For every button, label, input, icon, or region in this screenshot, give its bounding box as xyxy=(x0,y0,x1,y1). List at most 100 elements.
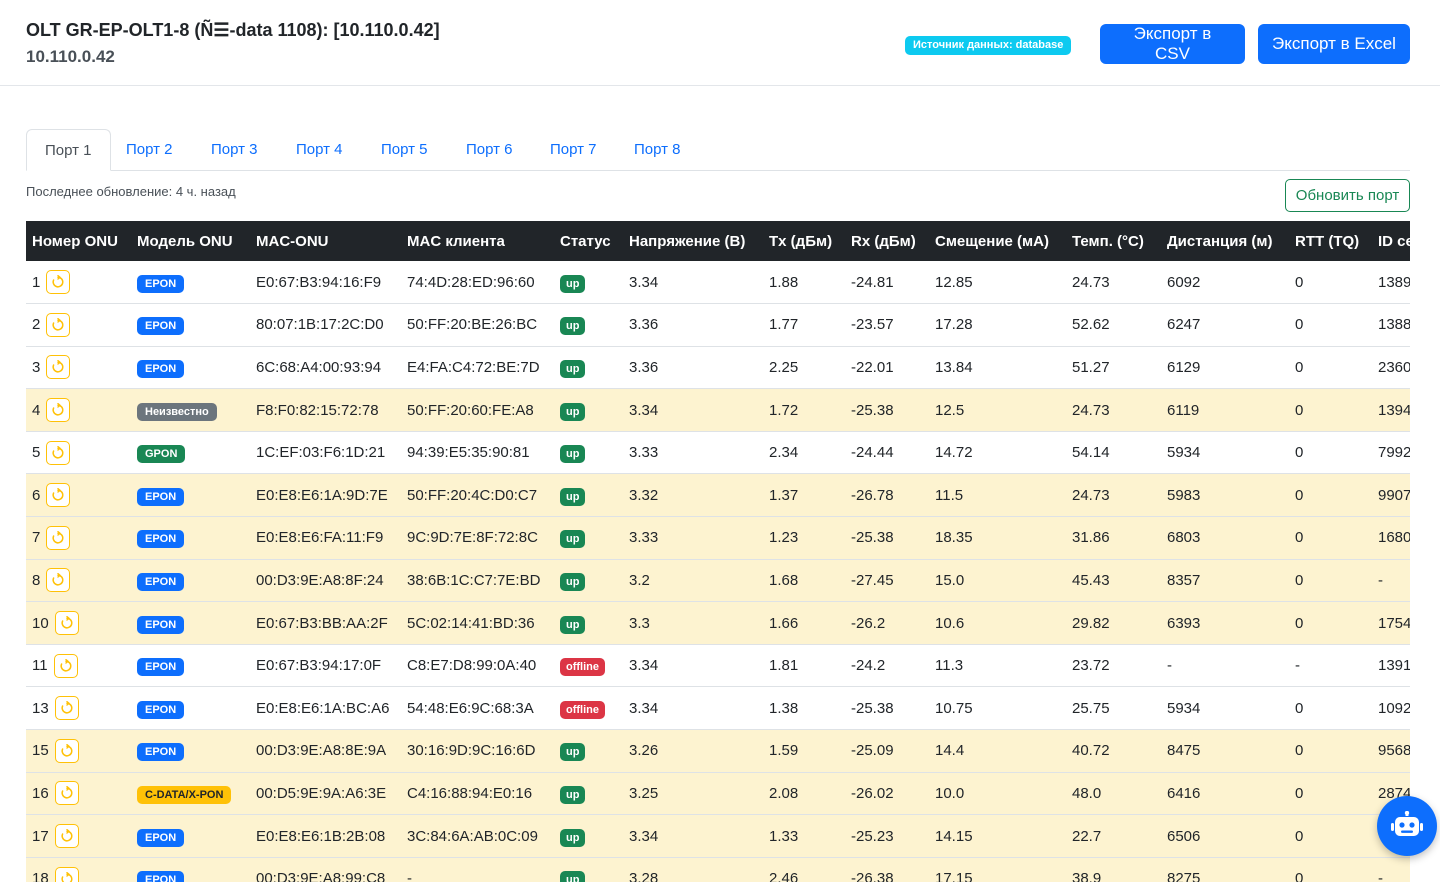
rtt-cell: 0 xyxy=(1295,358,1304,376)
tab-port-1[interactable]: Порт 1 xyxy=(26,129,111,171)
bias-current-cell: 11.5 xyxy=(935,486,964,504)
reboot-icon[interactable] xyxy=(54,611,79,636)
assistant-button[interactable] xyxy=(1377,796,1437,856)
table-row[interactable]: 18 EPON 00:D3:9E:A8:99:C8 - up 3.28 2.46 -26.38… xyxy=(26,857,1410,882)
onu-number-cell: 3 xyxy=(26,346,131,389)
status-badge: up xyxy=(560,828,586,847)
table-row[interactable]: 15 EPON 00:D3:9E:A8:8E:9A 30:16:9D:9C:16:6D… xyxy=(26,729,1410,773)
onu-model-cell: EPON xyxy=(131,346,250,389)
reboot-icon[interactable] xyxy=(54,781,79,806)
distance-cell: 5983 xyxy=(1167,486,1201,504)
voltage-cell: 3.34 xyxy=(629,657,659,675)
onu-model-cell: GPON xyxy=(131,431,250,474)
onu-number-cell: 17 xyxy=(26,815,131,858)
reboot-icon[interactable] xyxy=(46,440,71,465)
tab-port-3[interactable]: Порт 3 xyxy=(211,141,258,158)
column-header[interactable]: Смещение (мА) xyxy=(935,232,1049,250)
reboot-icon[interactable] xyxy=(53,653,78,678)
column-header[interactable]: Напряжение (В) xyxy=(629,232,746,250)
distance-cell: 6803 xyxy=(1167,529,1201,547)
onu-model-cell: EPON xyxy=(131,857,250,882)
column-header[interactable]: Дистанция (м) xyxy=(1167,232,1273,250)
distance-cell: 6129 xyxy=(1167,358,1201,376)
tab-port-7[interactable]: Порт 7 xyxy=(550,141,597,158)
table-row[interactable]: 11 EPON E0:67:B3:94:17:0F C8:E7:D8:99:0A:40… xyxy=(26,644,1410,687)
reboot-icon[interactable] xyxy=(46,270,71,295)
bias-current-cell: 14.15 xyxy=(935,827,973,845)
reboot-icon[interactable] xyxy=(46,355,71,380)
column-header[interactable]: MAC-ONU xyxy=(256,232,329,250)
tab-port-2[interactable]: Порт 2 xyxy=(126,141,173,158)
onu-number: 2 xyxy=(32,316,41,334)
tab-port-8[interactable]: Порт 8 xyxy=(634,141,681,158)
mac-client-cell: 94:39:E5:35:90:81 xyxy=(407,444,530,462)
table-row[interactable]: 5 GPON 1C:EF:03:F6:1D:21 94:39:E5:35:90:81 u… xyxy=(26,431,1410,474)
mac-client-cell: - xyxy=(407,870,412,882)
tab-port-5[interactable]: Порт 5 xyxy=(381,141,428,158)
reboot-icon[interactable] xyxy=(54,866,79,882)
table-row[interactable]: 16 C-DATA/X-PON 00:D5:9E:9A:A6:3E C4:16:88:… xyxy=(26,772,1410,815)
reboot-icon[interactable] xyxy=(46,568,71,593)
onu-model-cell: Неизвестно xyxy=(131,389,250,432)
table-row[interactable]: 10 EPON E0:67:B3:BB:AA:2F 5C:02:14:41:BD:36… xyxy=(26,601,1410,645)
onu-table-container[interactable]: Номер ONU Модель ONU MAC-ONU MAC клиента Ста… xyxy=(26,221,1410,882)
id-cell: 7992 xyxy=(1378,444,1410,462)
table-row[interactable]: 2 EPON 80:07:1B:17:2C:D0 50:FF:20:BE:26:BC u… xyxy=(26,304,1410,347)
reboot-icon[interactable] xyxy=(54,738,79,763)
reboot-icon[interactable] xyxy=(54,824,79,849)
mac-client-cell: E4:FA:C4:72:BE:7D xyxy=(407,358,540,376)
page-header: OLT GR-EP-OLT1-8 (Ñ☰-data 1108): [10.110… xyxy=(0,0,1440,86)
onu-number: 13 xyxy=(32,699,49,717)
onu-number-cell: 15 xyxy=(26,730,131,773)
column-header[interactable]: Статус xyxy=(560,232,611,250)
status-badge: up xyxy=(560,359,586,378)
voltage-cell: 3.32 xyxy=(629,486,659,504)
distance-cell: 5934 xyxy=(1167,699,1201,717)
reboot-icon[interactable] xyxy=(46,312,71,337)
onu-number-cell: 2 xyxy=(26,304,131,347)
reboot-icon[interactable] xyxy=(46,398,71,423)
onu-model-badge: EPON xyxy=(137,359,185,378)
table-row[interactable]: 13 EPON E0:E8:E6:1A:BC:A6 54:48:E6:9C:68:3A… xyxy=(26,687,1410,730)
id-cell: 1389 xyxy=(1378,273,1410,291)
export-excel-button[interactable]: Экспорт в Excel xyxy=(1258,24,1410,64)
column-header[interactable]: Номер ONU xyxy=(32,232,118,250)
table-row[interactable]: 4 Неизвестно F8:F0:82:15:72:78 50:FF:20:60:… xyxy=(26,388,1410,432)
table-row[interactable]: 7 EPON E0:E8:E6:FA:11:F9 9C:9D:7E:8F:72:8C u… xyxy=(26,516,1410,560)
status-cell: up xyxy=(554,389,623,432)
status-badge: up xyxy=(560,487,586,506)
reboot-icon[interactable] xyxy=(54,696,79,721)
export-csv-button[interactable]: Экспорт в CSV xyxy=(1100,24,1245,64)
rx-power-cell: -26.2 xyxy=(851,614,886,632)
distance-cell: 6393 xyxy=(1167,614,1201,632)
tab-port-4[interactable]: Порт 4 xyxy=(296,141,343,158)
onu-number-cell: 16 xyxy=(26,772,131,815)
mac-onu-cell: 6C:68:A4:00:93:94 xyxy=(256,358,382,376)
column-header[interactable]: Модель ONU xyxy=(137,232,233,250)
tx-power-cell: 1.38 xyxy=(769,699,799,717)
rtt-cell: - xyxy=(1295,657,1300,675)
temperature-cell: 24.73 xyxy=(1072,486,1110,504)
temperature-cell: 54.14 xyxy=(1072,444,1110,462)
column-header[interactable]: ID се xyxy=(1378,232,1410,250)
table-row[interactable]: 6 EPON E0:E8:E6:1A:9D:7E 50:FF:20:4C:D0:C7 u… xyxy=(26,473,1410,517)
column-header[interactable]: RTT (TQ) xyxy=(1295,232,1360,250)
column-header[interactable]: MAC клиента xyxy=(407,232,505,250)
port-tabs: Порт 1 Порт 2 Порт 3 Порт 4 Порт 5 Порт … xyxy=(26,129,1410,171)
table-row[interactable]: 17 EPON E0:E8:E6:1B:2B:08 3C:84:6A:AB:0C:09… xyxy=(26,814,1410,858)
table-row[interactable]: 8 EPON 00:D3:9E:A8:8F:24 38:6B:1C:C7:7E:BD u… xyxy=(26,559,1410,602)
id-cell: 1388 xyxy=(1378,316,1410,334)
table-row[interactable]: 3 EPON 6C:68:A4:00:93:94 E4:FA:C4:72:BE:7D u… xyxy=(26,346,1410,389)
reboot-icon[interactable] xyxy=(46,483,71,508)
refresh-port-button[interactable]: Обновить порт xyxy=(1285,179,1410,212)
bias-current-cell: 17.28 xyxy=(935,316,973,334)
table-row[interactable]: 1 EPON E0:67:B3:94:16:F9 74:4D:28:ED:96:60 u… xyxy=(26,261,1410,304)
onu-number-cell: 6 xyxy=(26,474,131,517)
column-header[interactable]: Tx (дБм) xyxy=(769,232,833,250)
column-header[interactable]: Темп. (°C) xyxy=(1072,232,1144,250)
reboot-icon[interactable] xyxy=(46,525,71,550)
tab-port-6[interactable]: Порт 6 xyxy=(466,141,513,158)
onu-number: 5 xyxy=(32,444,41,462)
status-cell: up xyxy=(554,304,623,347)
column-header[interactable]: Rx (дБм) xyxy=(851,232,916,250)
